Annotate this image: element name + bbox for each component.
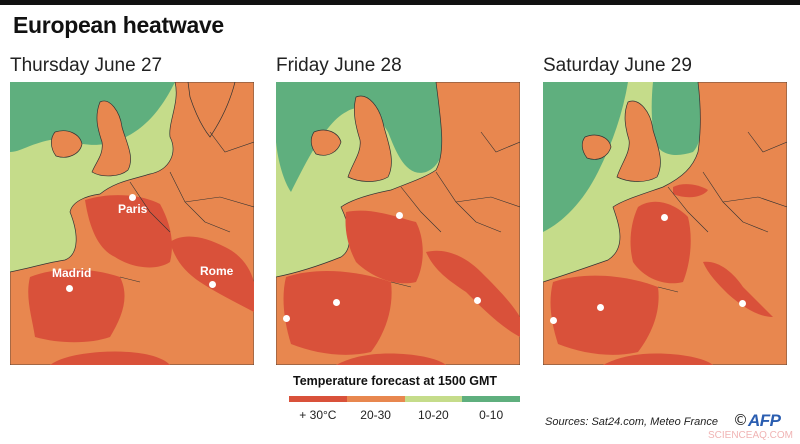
legend-label-10-20: 10-20 — [418, 408, 449, 422]
legend-swatch-20-30 — [346, 396, 405, 402]
top-bar — [0, 0, 800, 5]
temperature-legend: Temperature forecast at 1500 GMT + 30°C … — [289, 374, 520, 422]
legend-label-30plus: + 30°C — [299, 408, 337, 422]
city-marker-rome — [474, 297, 481, 304]
legend-swatch-30plus — [289, 396, 347, 402]
legend-label-0-10: 0-10 — [479, 408, 504, 422]
sources-credit: Sources: Sat24.com, Meteo France — [545, 416, 719, 428]
legend-swatch-10-20 — [404, 396, 463, 402]
city-marker-lisbon — [550, 317, 557, 324]
city-marker-rome — [209, 281, 216, 288]
map-panel-thursday: Thursday June 27 Paris Madrid Rome — [10, 50, 254, 365]
map-panel-friday: Friday June 28 — [276, 50, 520, 365]
city-marker-lisbon — [283, 315, 290, 322]
city-label-madrid: Madrid — [52, 266, 92, 280]
temperature-map-svg — [10, 82, 254, 365]
legend-color-bar — [289, 396, 520, 402]
afp-logo: AFP — [748, 411, 781, 430]
heatmap-map: Paris Madrid Rome — [10, 82, 254, 365]
city-marker-madrid — [66, 285, 73, 292]
city-marker-paris — [396, 212, 403, 219]
temperature-map-svg — [543, 82, 787, 365]
panel-label: Saturday June 29 — [543, 55, 692, 76]
legend-label-20-30: 20-30 — [360, 408, 391, 422]
panel-label: Thursday June 27 — [10, 55, 163, 76]
city-marker-madrid — [333, 299, 340, 306]
city-label-paris: Paris — [118, 202, 148, 216]
city-marker-madrid — [597, 304, 604, 311]
page-title: European heatwave — [13, 12, 224, 38]
copyright-icon: © — [733, 411, 748, 429]
heatmap-map — [276, 82, 520, 365]
legend-swatch-0-10 — [462, 396, 520, 402]
panel-label: Friday June 28 — [276, 55, 402, 76]
map-panel-saturday: Saturday June 29 — [543, 50, 787, 365]
legend-labels: + 30°C 20-30 10-20 0-10 — [289, 408, 520, 422]
watermark: SCIENCEAQ.COM — [708, 430, 794, 441]
city-marker-paris — [661, 214, 668, 221]
temperature-map-svg — [276, 82, 520, 365]
heatmap-map — [543, 82, 787, 365]
city-label-rome: Rome — [200, 264, 234, 278]
city-marker-rome — [739, 300, 746, 307]
legend-title: Temperature forecast at 1500 GMT — [293, 374, 498, 388]
city-marker-paris — [129, 194, 136, 201]
